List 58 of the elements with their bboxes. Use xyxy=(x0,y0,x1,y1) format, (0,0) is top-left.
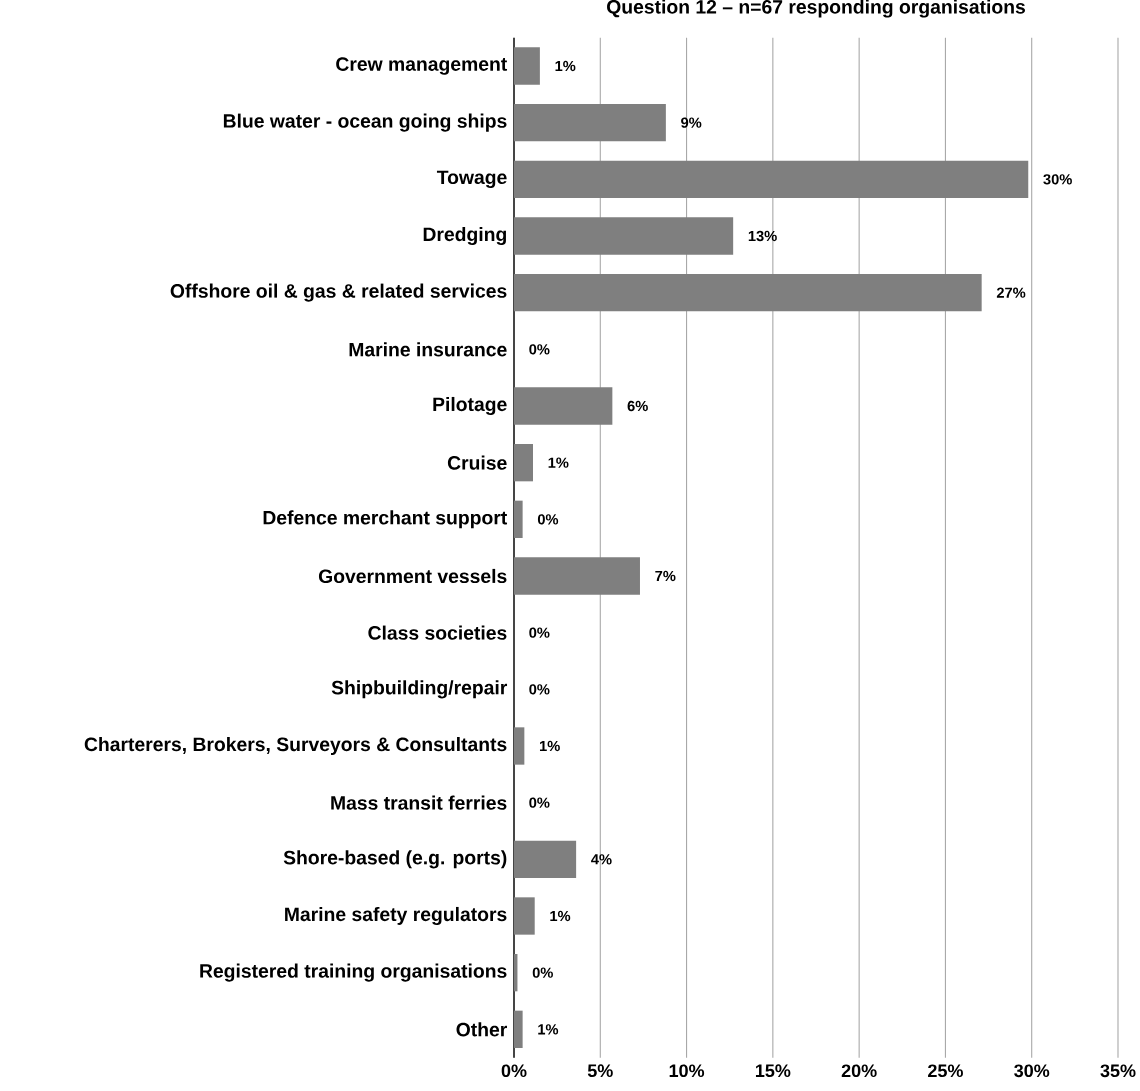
bar xyxy=(514,387,613,425)
y-tick-label: Charterers, Brokers, Surveyors & Consultants xyxy=(84,736,507,756)
bar xyxy=(514,500,523,538)
x-tick-label: 25% xyxy=(928,1064,963,1078)
data-label: 13% xyxy=(748,230,777,242)
data-label: 1% xyxy=(538,1024,559,1035)
data-label: 1% xyxy=(555,60,576,72)
data-label: 9% xyxy=(681,117,702,128)
y-tick-label: Other xyxy=(456,1022,507,1037)
chart-title: Question 12 – n=67 responding organisations xyxy=(607,0,1025,18)
data-label: 30% xyxy=(1043,174,1072,185)
data-label: 0% xyxy=(532,967,553,978)
x-tick-label: 0% xyxy=(501,1064,527,1078)
y-tick-label: Pilotage xyxy=(433,396,507,416)
data-label: 27% xyxy=(996,287,1026,298)
data-label: 0% xyxy=(529,344,550,355)
bar xyxy=(514,160,1029,198)
y-tick-label: Marine insurance xyxy=(349,342,507,357)
x-tick-label: 5% xyxy=(587,1064,613,1078)
data-label: 0% xyxy=(537,514,559,525)
y-tick-label: Class societies xyxy=(368,625,507,640)
bar xyxy=(514,104,666,142)
y-tick-label: Offshore oil & gas & related services xyxy=(170,283,507,302)
y-tick-label: Towage xyxy=(436,170,507,189)
bar xyxy=(514,727,525,765)
data-label: 1% xyxy=(550,910,571,922)
data-label: 0% xyxy=(529,797,550,808)
x-tick-label: 35% xyxy=(1100,1064,1136,1078)
y-tick-label: Registered training organisations xyxy=(200,963,507,982)
y-tick-label: Government vessels xyxy=(318,568,507,584)
y-tick-label: Shore-based (e.g. ports) xyxy=(283,850,507,869)
y-tick-label: Mass transit ferries xyxy=(331,795,507,810)
data-label: 4% xyxy=(591,854,612,865)
data-label: 6% xyxy=(627,400,648,412)
y-tick-label: Marine safety regulators xyxy=(285,906,507,926)
bar xyxy=(514,897,535,935)
x-tick-label: 10% xyxy=(669,1064,705,1078)
y-tick-label: Crew management xyxy=(336,57,508,75)
data-label: 1% xyxy=(548,457,569,468)
bar xyxy=(514,47,540,85)
y-tick-label: Dredging xyxy=(423,226,506,246)
bar xyxy=(514,444,533,482)
bar xyxy=(514,840,577,878)
y-tick-label: Cruise xyxy=(447,455,507,470)
y-tick-label: Shipbuilding/repair xyxy=(331,680,508,699)
y-tick-label: Blue water - ocean going ships xyxy=(223,113,507,132)
bar xyxy=(514,1010,523,1048)
bar xyxy=(514,217,734,255)
x-tick-label: 15% xyxy=(755,1064,791,1078)
y-tick-label: Defence merchant support xyxy=(263,510,508,529)
data-label: 1% xyxy=(539,740,560,752)
data-label: 0% xyxy=(529,684,550,695)
data-label: 7% xyxy=(655,570,676,582)
x-tick-label: 20% xyxy=(841,1064,877,1078)
data-label: 0% xyxy=(529,627,550,638)
bar xyxy=(514,273,982,312)
x-tick-label: 30% xyxy=(1014,1064,1050,1078)
bar xyxy=(514,557,640,595)
